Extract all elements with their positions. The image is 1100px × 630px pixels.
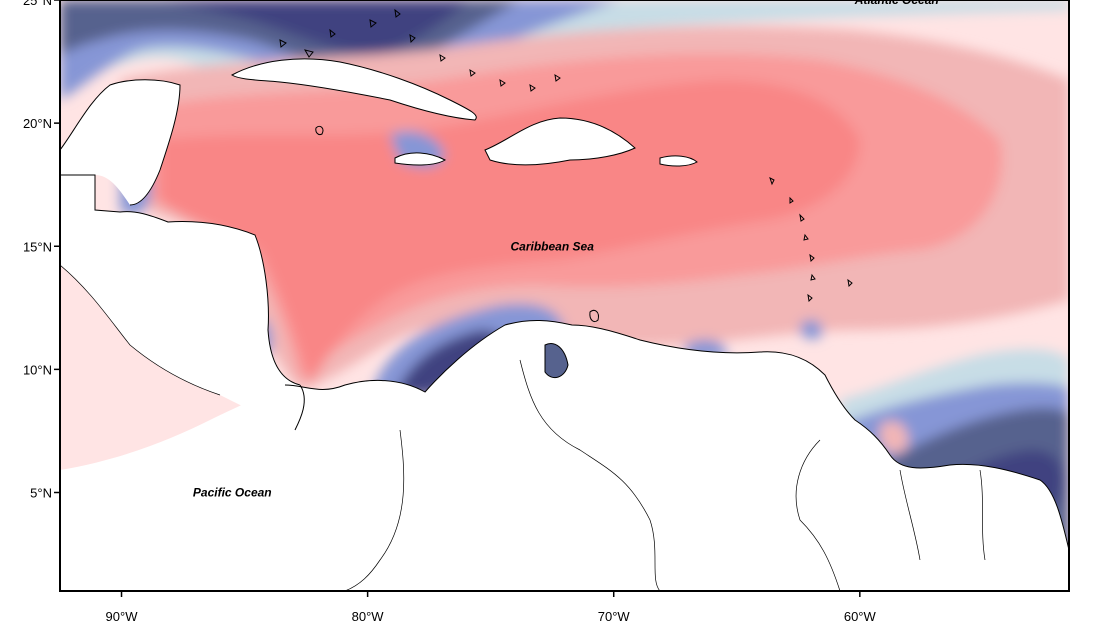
lon-tick-label: 60°W: [844, 609, 877, 624]
coastlines: [60, 8, 1069, 591]
contour-warm-red: [160, 80, 860, 385]
land-hispaniola: [485, 118, 635, 165]
land-south-america: [60, 320, 1069, 591]
land-yucatan: [60, 79, 180, 205]
contour-north-deep: [160, 0, 470, 55]
map-frame: [59, 0, 1070, 592]
atlantic-ocean-label: Atlantic Ocean: [854, 0, 939, 7]
land-puerto-rico: [660, 155, 697, 167]
lat-tick-label: 5°N: [30, 486, 52, 501]
lon-tick-label: 70°W: [598, 609, 631, 624]
lon-tick-label: 90°W: [106, 609, 139, 624]
lat-tick-label: 25°N: [23, 0, 52, 8]
place-labels: Atlantic Ocean Caribbean Sea Pacific Ocean: [193, 0, 939, 500]
land-cuba: [232, 58, 477, 120]
sst-contours: [60, 0, 1069, 591]
lat-tick-label: 20°N: [23, 116, 52, 131]
land-jamaica: [395, 152, 445, 165]
land: [60, 58, 1069, 591]
lon-tick-label: 80°W: [352, 609, 385, 624]
land-maracaibo-lake: [545, 343, 568, 378]
map-frame-content: [60, 0, 1069, 591]
tick-layer: 90°W 80°W 70°W 60°W 25°N 20°N 15°N 10°N 5°N: [23, 0, 877, 624]
contour-guiana-warm-spot: [880, 421, 909, 454]
pacific-ocean-label: Pacific Ocean: [193, 486, 272, 500]
contour-lesser-antilles-blue: [800, 319, 823, 340]
caribbean-sea-label: Caribbean Sea: [511, 239, 595, 253]
land-central-america: [60, 175, 305, 430]
lat-tick-label: 10°N: [23, 362, 52, 377]
lat-tick-label: 15°N: [23, 239, 52, 254]
